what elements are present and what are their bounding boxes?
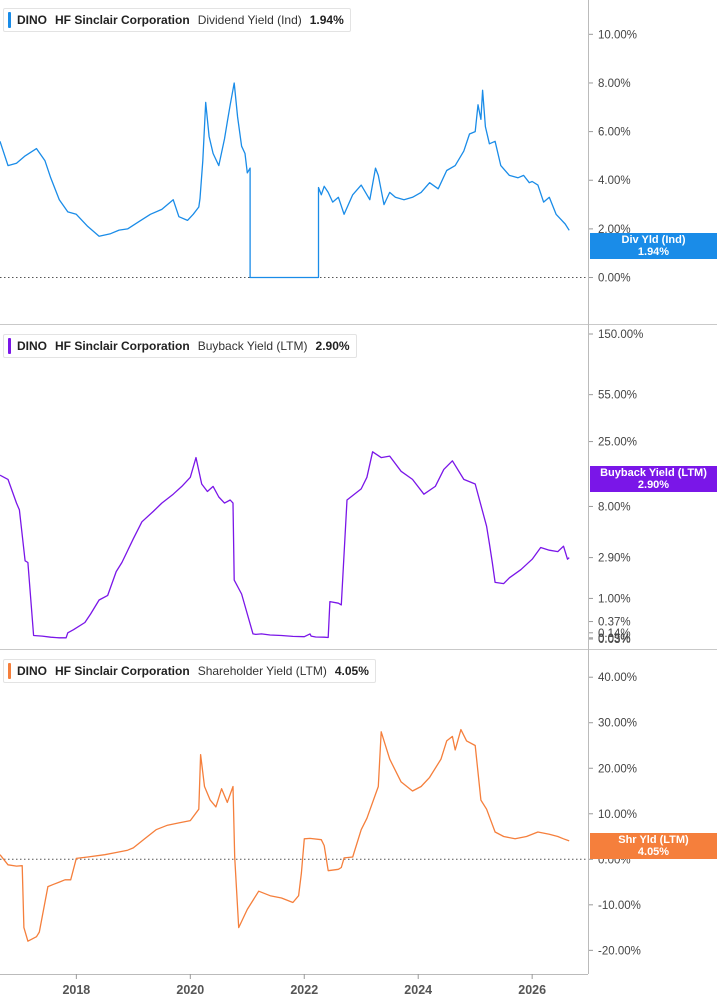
- tag-label: Shr Yld (LTM): [618, 834, 689, 846]
- legend-swatch: [8, 338, 11, 354]
- x-tick-label: 2022: [290, 983, 318, 997]
- series-line: [0, 451, 570, 639]
- tag-value: 1.94%: [637, 246, 670, 258]
- y-tick-label: 150.00%: [598, 329, 643, 341]
- y-tick-label: 0.05%: [598, 633, 631, 645]
- value-tag-buyback-yield: Buyback Yield (LTM) 2.90%: [590, 466, 717, 492]
- legend-company: HF Sinclair Corporation: [55, 13, 190, 27]
- y-tick-label: -10.00%: [598, 900, 641, 912]
- y-tick-label: 2.90%: [598, 553, 631, 565]
- x-tick-label: 2018: [62, 983, 90, 997]
- legend-metric: Buyback Yield (LTM): [197, 339, 308, 353]
- y-tick-label: 8.00%: [598, 78, 631, 90]
- y-tick-label: -20.00%: [598, 945, 641, 957]
- tag-value: 2.90%: [637, 479, 670, 491]
- y-tick-label: 0.37%: [598, 617, 631, 629]
- legend-dividend-yield[interactable]: DINO HF Sinclair Corporation Dividend Yi…: [3, 8, 351, 32]
- y-tick-label: 8.00%: [598, 501, 631, 513]
- series-line: [0, 728, 570, 942]
- y-tick-label: 0.14%: [598, 628, 631, 640]
- x-tick-label: 2024: [404, 983, 432, 997]
- y-tick-label: 6.00%: [598, 127, 631, 139]
- legend-metric: Shareholder Yield (LTM): [197, 664, 327, 678]
- legend-swatch: [8, 663, 11, 679]
- legend-ticker: DINO: [17, 339, 47, 353]
- legend-ticker: DINO: [17, 13, 47, 27]
- legend-company: HF Sinclair Corporation: [55, 664, 190, 678]
- legend-buyback-yield[interactable]: DINO HF Sinclair Corporation Buyback Yie…: [3, 334, 357, 358]
- legend-company: HF Sinclair Corporation: [55, 339, 190, 353]
- y-tick-label: 20.00%: [598, 763, 637, 775]
- y-tick-label: 10.00%: [598, 809, 637, 821]
- y-tick-label: 10.00%: [598, 29, 637, 41]
- legend-shareholder-yield[interactable]: DINO HF Sinclair Corporation Shareholder…: [3, 659, 376, 683]
- series-line: [0, 82, 570, 279]
- y-tick-label: 25.00%: [598, 437, 637, 449]
- tag-label: Div Yld (Ind): [621, 234, 686, 246]
- y-tick-label: 4.00%: [598, 175, 631, 187]
- y-tick-label: 0.00%: [598, 273, 631, 285]
- x-tick-label: 2026: [518, 983, 546, 997]
- tag-label: Buyback Yield (LTM): [600, 467, 707, 479]
- tag-value: 4.05%: [637, 846, 670, 858]
- value-tag-dividend-yield: Div Yld (Ind) 1.94%: [590, 233, 717, 259]
- legend-value: 4.05%: [334, 664, 369, 678]
- y-tick-label: 55.00%: [598, 390, 637, 402]
- legend-value: 2.90%: [315, 339, 350, 353]
- y-tick-label: 0.03%: [598, 634, 631, 646]
- y-tick-label: 1.00%: [598, 593, 631, 605]
- legend-metric: Dividend Yield (Ind): [197, 13, 302, 27]
- legend-swatch: [8, 12, 11, 28]
- y-tick-label: 2.00%: [598, 224, 631, 236]
- legend-ticker: DINO: [17, 664, 47, 678]
- value-tag-shareholder-yield: Shr Yld (LTM) 4.05%: [590, 833, 717, 859]
- y-tick-label: 30.00%: [598, 718, 637, 730]
- legend-value: 1.94%: [309, 13, 344, 27]
- y-tick-label: 40.00%: [598, 672, 637, 684]
- x-tick-label: 2020: [176, 983, 204, 997]
